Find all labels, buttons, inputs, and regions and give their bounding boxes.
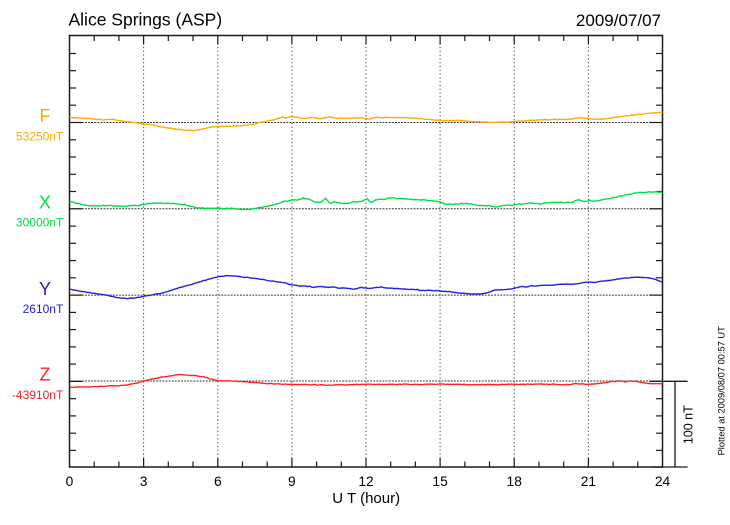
svg-text:-43910nT: -43910nT bbox=[12, 388, 64, 402]
svg-text:U T (hour): U T (hour) bbox=[332, 490, 400, 507]
svg-text:2009/07/07: 2009/07/07 bbox=[576, 11, 661, 30]
svg-text:12: 12 bbox=[358, 474, 373, 489]
svg-text:6: 6 bbox=[214, 474, 222, 489]
svg-text:Plotted at 2009/08/07 00:57 UT: Plotted at 2009/08/07 00:57 UT bbox=[717, 326, 727, 456]
svg-text:3: 3 bbox=[140, 474, 148, 489]
svg-text:21: 21 bbox=[581, 474, 596, 489]
svg-text:Z: Z bbox=[40, 365, 51, 385]
svg-text:X: X bbox=[39, 193, 51, 213]
svg-text:100 nT: 100 nT bbox=[682, 405, 696, 444]
svg-text:Alice Springs (ASP): Alice Springs (ASP) bbox=[69, 10, 223, 30]
svg-text:30000nT: 30000nT bbox=[16, 216, 64, 230]
svg-text:0: 0 bbox=[66, 474, 74, 489]
svg-text:24: 24 bbox=[655, 474, 671, 489]
svg-text:15: 15 bbox=[432, 474, 448, 489]
svg-text:9: 9 bbox=[288, 474, 296, 489]
svg-text:F: F bbox=[40, 106, 51, 126]
svg-text:53250nT: 53250nT bbox=[16, 129, 64, 143]
svg-text:18: 18 bbox=[507, 474, 523, 489]
svg-text:Y: Y bbox=[39, 279, 51, 299]
svg-text:2610nT: 2610nT bbox=[23, 302, 64, 316]
